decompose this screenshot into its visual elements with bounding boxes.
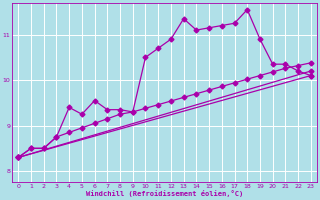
- X-axis label: Windchill (Refroidissement éolien,°C): Windchill (Refroidissement éolien,°C): [86, 190, 243, 197]
